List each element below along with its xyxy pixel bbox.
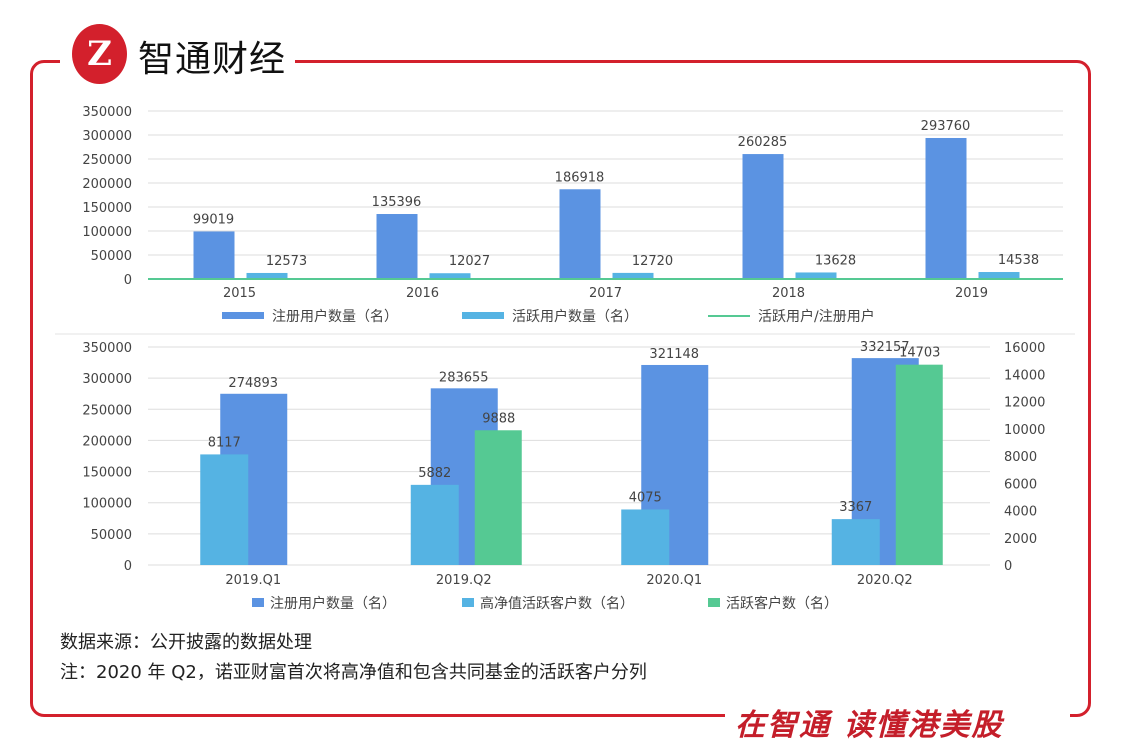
y-tick-label: 0 <box>124 273 132 288</box>
y-tick-label: 350000 <box>82 341 132 356</box>
legend-label: 活跃用户/注册用户 <box>758 308 875 325</box>
high-net-worth-active-bar <box>621 509 670 565</box>
frame-gap <box>725 705 1070 730</box>
registered-users-bar <box>742 154 784 279</box>
data-label: 135396 <box>372 195 422 210</box>
legend-label: 注册用户数量（名） <box>272 308 398 325</box>
data-label: 8117 <box>208 435 241 450</box>
slogan: 在智通 读懂港美股 <box>735 708 1004 743</box>
data-label: 293760 <box>921 119 971 134</box>
data-label: 99019 <box>193 212 234 227</box>
data-label: 9888 <box>482 411 515 426</box>
red-frame <box>30 60 1091 717</box>
y-tick-label: 150000 <box>82 201 132 216</box>
data-label: 5882 <box>418 466 451 481</box>
data-label: 14703 <box>899 346 940 361</box>
data-label: 13628 <box>815 253 856 268</box>
active-users-bar <box>612 272 654 279</box>
y2-tick-label: 14000 <box>1004 368 1045 383</box>
x-tick-label: 2019.Q1 <box>225 573 281 588</box>
data-label: 321148 <box>649 347 699 362</box>
source-note: 数据来源：公开披露的数据处理 <box>60 632 312 653</box>
active-users-bar <box>246 272 288 279</box>
data-label: 3367 <box>839 500 872 515</box>
active-users-bar <box>429 273 471 279</box>
data-label: 12720 <box>632 254 673 269</box>
y2-tick-label: 2000 <box>1004 532 1037 547</box>
high-net-worth-active-bar <box>200 454 249 565</box>
footnote: 注：2020 年 Q2，诺亚财富首次将高净值和包含共同基金的活跃客户分列 <box>60 662 647 683</box>
legend-label: 注册用户数量（名） <box>270 595 396 612</box>
brand-name: 智通财经 <box>138 39 287 80</box>
data-label: 12573 <box>266 254 307 269</box>
x-tick-label: 2020.Q1 <box>646 573 702 588</box>
data-label: 186918 <box>555 170 605 185</box>
legend-swatch <box>462 312 504 319</box>
y-tick-label: 250000 <box>82 403 132 418</box>
legend-swatch <box>708 598 720 607</box>
high-net-worth-active-bar <box>831 519 880 565</box>
y2-tick-label: 8000 <box>1004 450 1037 465</box>
data-label: 274893 <box>228 376 278 391</box>
y2-tick-label: 6000 <box>1004 477 1037 492</box>
legend-label: 活跃用户数量（名） <box>512 308 638 325</box>
registered-users-bar <box>925 137 967 279</box>
x-tick-label: 2015 <box>223 286 256 301</box>
active-users-bar <box>978 272 1020 279</box>
x-tick-label: 2017 <box>589 286 622 301</box>
y2-tick-label: 12000 <box>1004 396 1045 411</box>
y-tick-label: 250000 <box>82 153 132 168</box>
data-label: 14538 <box>998 253 1039 268</box>
y2-tick-label: 4000 <box>1004 505 1037 520</box>
y-tick-label: 100000 <box>82 225 132 240</box>
y-tick-label: 0 <box>124 559 132 574</box>
high-net-worth-active-bar <box>410 484 459 565</box>
y2-tick-label: 0 <box>1004 559 1012 574</box>
y-tick-label: 300000 <box>82 129 132 144</box>
legend-swatch <box>462 598 474 607</box>
registered-users-bar <box>559 189 601 279</box>
y-tick-label: 50000 <box>91 249 132 264</box>
data-label: 260285 <box>738 135 788 150</box>
legend-label: 活跃客户数（名） <box>726 595 838 612</box>
y2-tick-label: 10000 <box>1004 423 1045 438</box>
legend-swatch <box>222 312 264 319</box>
x-tick-label: 2019.Q2 <box>436 573 492 588</box>
x-tick-label: 2018 <box>772 286 805 301</box>
y-tick-label: 350000 <box>82 105 132 120</box>
data-label: 4075 <box>629 490 662 505</box>
active-clients-bar <box>895 364 943 565</box>
x-tick-label: 2016 <box>406 286 439 301</box>
active-clients-bar <box>474 430 522 565</box>
registered-users-bar <box>193 231 235 279</box>
y-tick-label: 150000 <box>82 466 132 481</box>
legend-swatch <box>252 598 264 607</box>
y-tick-label: 100000 <box>82 497 132 512</box>
y-tick-label: 50000 <box>91 528 132 543</box>
data-label: 332157 <box>860 340 910 355</box>
legend-label: 高净值活跃客户数（名） <box>480 595 634 612</box>
x-tick-label: 2019 <box>955 286 988 301</box>
y-tick-label: 200000 <box>82 177 132 192</box>
brand-logo: Z <box>72 24 127 84</box>
data-label: 12027 <box>449 254 490 269</box>
data-label: 283655 <box>439 370 489 385</box>
active-users-bar <box>795 272 837 279</box>
y2-tick-label: 16000 <box>1004 341 1045 356</box>
y-tick-label: 200000 <box>82 434 132 449</box>
y-tick-label: 300000 <box>82 372 132 387</box>
x-tick-label: 2020.Q2 <box>857 573 913 588</box>
registered-users-bar <box>376 214 418 279</box>
